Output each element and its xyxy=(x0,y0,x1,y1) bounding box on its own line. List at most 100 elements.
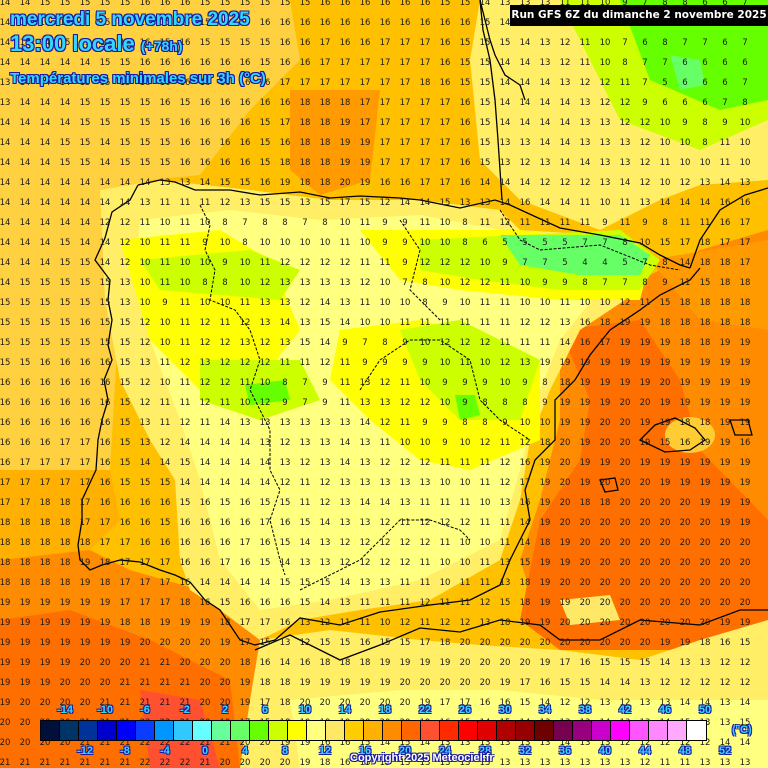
grid-value: 14 xyxy=(339,438,351,448)
grid-value: 20 xyxy=(479,638,491,648)
grid-value: 13 xyxy=(319,538,331,548)
grid-value: 15 xyxy=(59,18,71,28)
grid-value: 20 xyxy=(599,558,611,568)
grid-value: 11 xyxy=(199,198,211,208)
grid-value: 15 xyxy=(79,338,91,348)
grid-value: 17 xyxy=(319,38,331,48)
grid-value: 15 xyxy=(139,478,151,488)
grid-value: 15 xyxy=(219,38,231,48)
grid-value: 7 xyxy=(742,0,748,8)
grid-value: 15 xyxy=(79,258,91,268)
grid-value: 21 xyxy=(219,738,231,748)
grid-value: 20 xyxy=(659,578,671,588)
grid-value: 8 xyxy=(642,278,648,288)
grid-value: 14 xyxy=(19,118,31,128)
legend-label-top: 10 xyxy=(298,704,312,716)
grid-value: 6 xyxy=(482,238,488,248)
grid-value: 16 xyxy=(19,418,31,428)
grid-value: 18 xyxy=(39,518,51,528)
grid-value: 13 xyxy=(619,138,631,148)
grid-value: 20 xyxy=(199,638,211,648)
grid-value: 14 xyxy=(219,418,231,428)
grid-value: 14 xyxy=(39,138,51,148)
legend-label-top: -10 xyxy=(97,704,113,716)
legend-swatch xyxy=(174,721,193,740)
grid-value: 10 xyxy=(219,298,231,308)
grid-value: 19 xyxy=(739,418,751,428)
grid-value: 18 xyxy=(299,98,311,108)
grid-value: 14 xyxy=(519,538,531,548)
grid-value: 13 xyxy=(119,298,131,308)
grid-value: 15 xyxy=(19,338,31,348)
grid-value: 15 xyxy=(0,318,11,328)
grid-value: 14 xyxy=(199,478,211,488)
grid-value: 13 xyxy=(359,398,371,408)
grid-value: 10 xyxy=(419,438,431,448)
legend-label-top: 26 xyxy=(458,704,472,716)
grid-value: 16 xyxy=(519,498,531,508)
grid-value: 10 xyxy=(239,278,251,288)
grid-value: 12 xyxy=(439,518,451,528)
grid-value: 20 xyxy=(619,558,631,568)
legend-swatch xyxy=(117,721,136,740)
grid-value: 13 xyxy=(419,478,431,488)
grid-value: 16 xyxy=(179,0,191,8)
grid-value: 15 xyxy=(119,418,131,428)
grid-value: 20 xyxy=(639,398,651,408)
legend-swatch xyxy=(60,721,79,740)
grid-value: 13 xyxy=(279,338,291,348)
grid-value: 13 xyxy=(339,478,351,488)
grid-value: 15 xyxy=(159,38,171,48)
grid-value: 13 xyxy=(359,758,371,768)
grid-value: 20 xyxy=(19,738,31,748)
grid-value: 19 xyxy=(679,458,691,468)
grid-value: 10 xyxy=(239,398,251,408)
grid-value: 19 xyxy=(619,358,631,368)
grid-value: 19 xyxy=(639,458,651,468)
grid-value: 8 xyxy=(502,398,508,408)
borders xyxy=(199,204,681,591)
grid-value: 15 xyxy=(599,658,611,668)
grid-value: 10 xyxy=(419,378,431,388)
grid-value: 17 xyxy=(219,558,231,568)
grid-value: 17 xyxy=(359,58,371,68)
grid-value: 13 xyxy=(299,278,311,288)
grid-value: 20 xyxy=(619,598,631,608)
grid-value: 14 xyxy=(0,0,11,8)
legend-swatch xyxy=(611,721,630,740)
grid-value: 17 xyxy=(439,178,451,188)
grid-value: 13 xyxy=(599,178,611,188)
grid-value: 18 xyxy=(39,578,51,588)
grid-value: 16 xyxy=(39,378,51,388)
grid-value: 11 xyxy=(559,218,571,228)
grid-value: 7 xyxy=(622,278,628,288)
grid-value: 20 xyxy=(399,698,411,708)
grid-value: 12 xyxy=(459,258,471,268)
grid-value: 11 xyxy=(179,198,191,208)
grid-value: 16 xyxy=(239,498,251,508)
grid-value: 22 xyxy=(139,758,151,768)
grid-value: 14 xyxy=(0,58,11,68)
grid-value: 18 xyxy=(59,498,71,508)
grid-value: 14 xyxy=(139,178,151,188)
grid-value: 16 xyxy=(19,378,31,388)
grid-value: 13 xyxy=(579,738,591,748)
grid-value: 16 xyxy=(119,498,131,508)
grid-value: 16 xyxy=(519,458,531,468)
grid-value: 14 xyxy=(119,178,131,188)
grid-value: 20 xyxy=(559,438,571,448)
grid-value: 16 xyxy=(279,98,291,108)
grid-value: 12 xyxy=(319,258,331,268)
grid-value: 15 xyxy=(439,0,451,8)
grid-value: 16 xyxy=(539,678,551,688)
grid-value: 18 xyxy=(499,618,511,628)
grid-value: 8 xyxy=(742,98,748,108)
legend-label-top: 30 xyxy=(498,704,512,716)
grid-value: 10 xyxy=(599,38,611,48)
grid-value: 12 xyxy=(399,398,411,408)
grid-value: 10 xyxy=(599,198,611,208)
grid-value: 14 xyxy=(59,98,71,108)
grid-value: 18 xyxy=(679,298,691,308)
grid-value: 15 xyxy=(479,58,491,68)
grid-value: 20 xyxy=(239,758,251,768)
